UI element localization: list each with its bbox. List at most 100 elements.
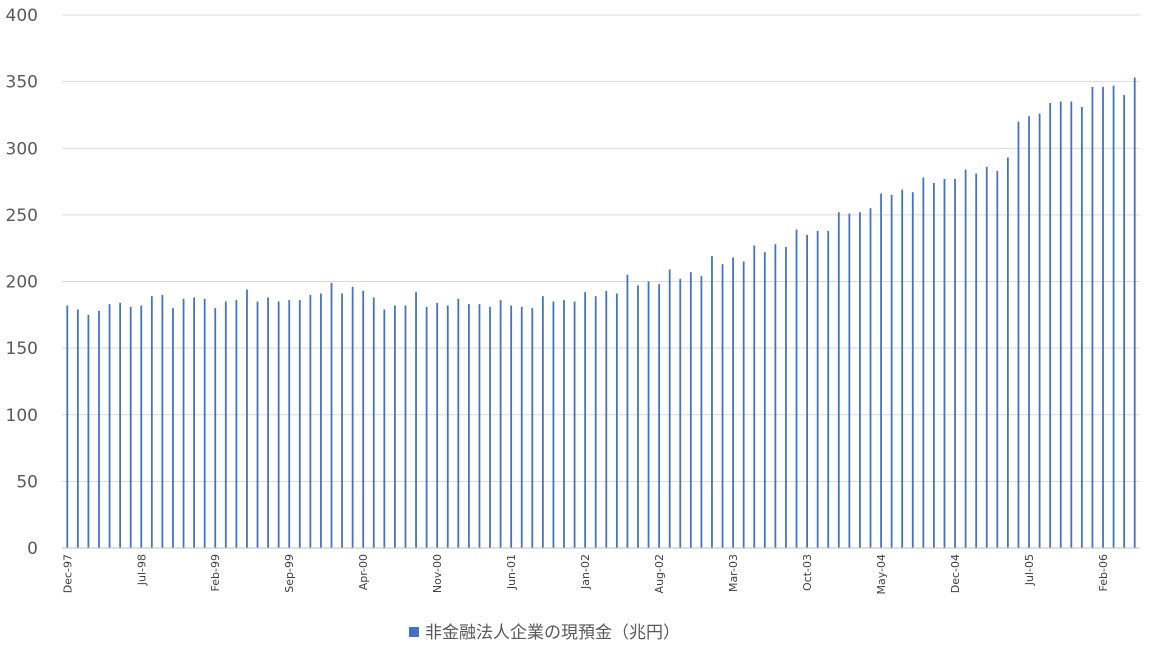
bar (383, 309, 386, 548)
bar (446, 305, 449, 548)
bar (943, 178, 946, 548)
bar (668, 269, 671, 548)
bar (150, 296, 153, 548)
bar (541, 296, 544, 548)
bar (647, 281, 650, 548)
bar (922, 177, 925, 548)
bar (415, 292, 417, 548)
bar (341, 293, 343, 548)
y-tick-label: 100 (6, 406, 38, 426)
bar (404, 305, 407, 548)
bar (1017, 121, 1020, 548)
bar (975, 173, 978, 548)
legend-label: 非金融法人企業の現預金（兆円） (425, 623, 680, 643)
bar (267, 297, 269, 548)
bar (224, 301, 227, 548)
bar (795, 229, 798, 548)
bar (933, 182, 935, 548)
bar (869, 208, 872, 548)
bar (880, 193, 882, 548)
bar (1112, 85, 1115, 548)
bar (573, 301, 576, 548)
y-tick-label: 0 (27, 539, 38, 559)
x-tick-label: Apr-00 (357, 554, 370, 590)
bar (859, 212, 861, 548)
bar (277, 301, 280, 548)
y-tick-label: 300 (6, 139, 38, 159)
bar (637, 285, 639, 548)
bar (510, 305, 513, 548)
bar (996, 170, 999, 548)
y-axis-ticks: 0 50 100 150 200 250 300 350 400 (6, 6, 38, 559)
legend: 非金融法人企業の現預金（兆円） (409, 623, 680, 643)
bar (467, 304, 470, 548)
bar (1070, 101, 1073, 549)
bar (615, 293, 618, 548)
bar (584, 292, 587, 548)
x-tick-label: Jul-05 (1023, 554, 1036, 586)
bar (489, 306, 491, 548)
x-tick-label: Jun-01 (505, 554, 518, 590)
bar (76, 309, 79, 548)
y-gridlines (62, 14, 1140, 482)
bar (679, 278, 682, 548)
bar (890, 194, 893, 548)
bar (372, 297, 375, 548)
bar (203, 298, 206, 548)
bar (985, 166, 988, 548)
bar (753, 245, 756, 548)
bar (689, 272, 692, 548)
bar (658, 284, 661, 548)
bar (1123, 94, 1126, 548)
bar (806, 234, 808, 549)
bar (66, 305, 69, 548)
bar (256, 301, 259, 548)
bar (182, 298, 185, 548)
bar (436, 302, 439, 548)
bar (362, 290, 365, 548)
bar (478, 304, 481, 548)
bar (161, 294, 164, 548)
bar (1059, 101, 1062, 549)
legend-swatch (409, 627, 419, 637)
bar (763, 252, 766, 548)
bar (298, 300, 301, 548)
y-tick-label: 50 (16, 472, 38, 492)
bar (425, 306, 428, 548)
x-tick-label: Nov-00 (431, 554, 444, 593)
bar (351, 286, 354, 548)
bar (1102, 86, 1104, 548)
y-tick-label: 150 (6, 339, 38, 359)
x-tick-label: May-04 (875, 554, 888, 595)
y-tick-label: 200 (6, 273, 38, 293)
bar (108, 304, 111, 548)
bar (848, 213, 851, 549)
bar (309, 294, 312, 548)
x-tick-label: Aug-02 (653, 554, 666, 593)
bar (1049, 102, 1052, 548)
bar (520, 306, 523, 548)
x-tick-label: Feb-99 (209, 554, 222, 591)
bar (214, 308, 217, 548)
x-axis-ticks: Dec-97 Jul-98 Feb-99 Sep-99 Apr-00 Nov-00 Jun-… (61, 554, 1110, 595)
bar (119, 302, 122, 548)
bar (1080, 106, 1083, 548)
bar (827, 230, 830, 549)
x-tick-label: Jul-98 (135, 554, 148, 586)
bar (785, 246, 787, 549)
x-tick-label: Mar-03 (727, 554, 740, 592)
bar (816, 230, 819, 549)
bar (129, 306, 132, 548)
bar (87, 314, 90, 548)
y-tick-label: 250 (6, 206, 38, 226)
bar (394, 305, 396, 548)
bar (954, 178, 956, 548)
bar (911, 192, 914, 548)
bar-series (66, 77, 1136, 549)
bar (626, 274, 629, 548)
bar (563, 300, 565, 548)
bar (594, 296, 597, 548)
bar (552, 301, 555, 548)
bar (330, 282, 333, 548)
